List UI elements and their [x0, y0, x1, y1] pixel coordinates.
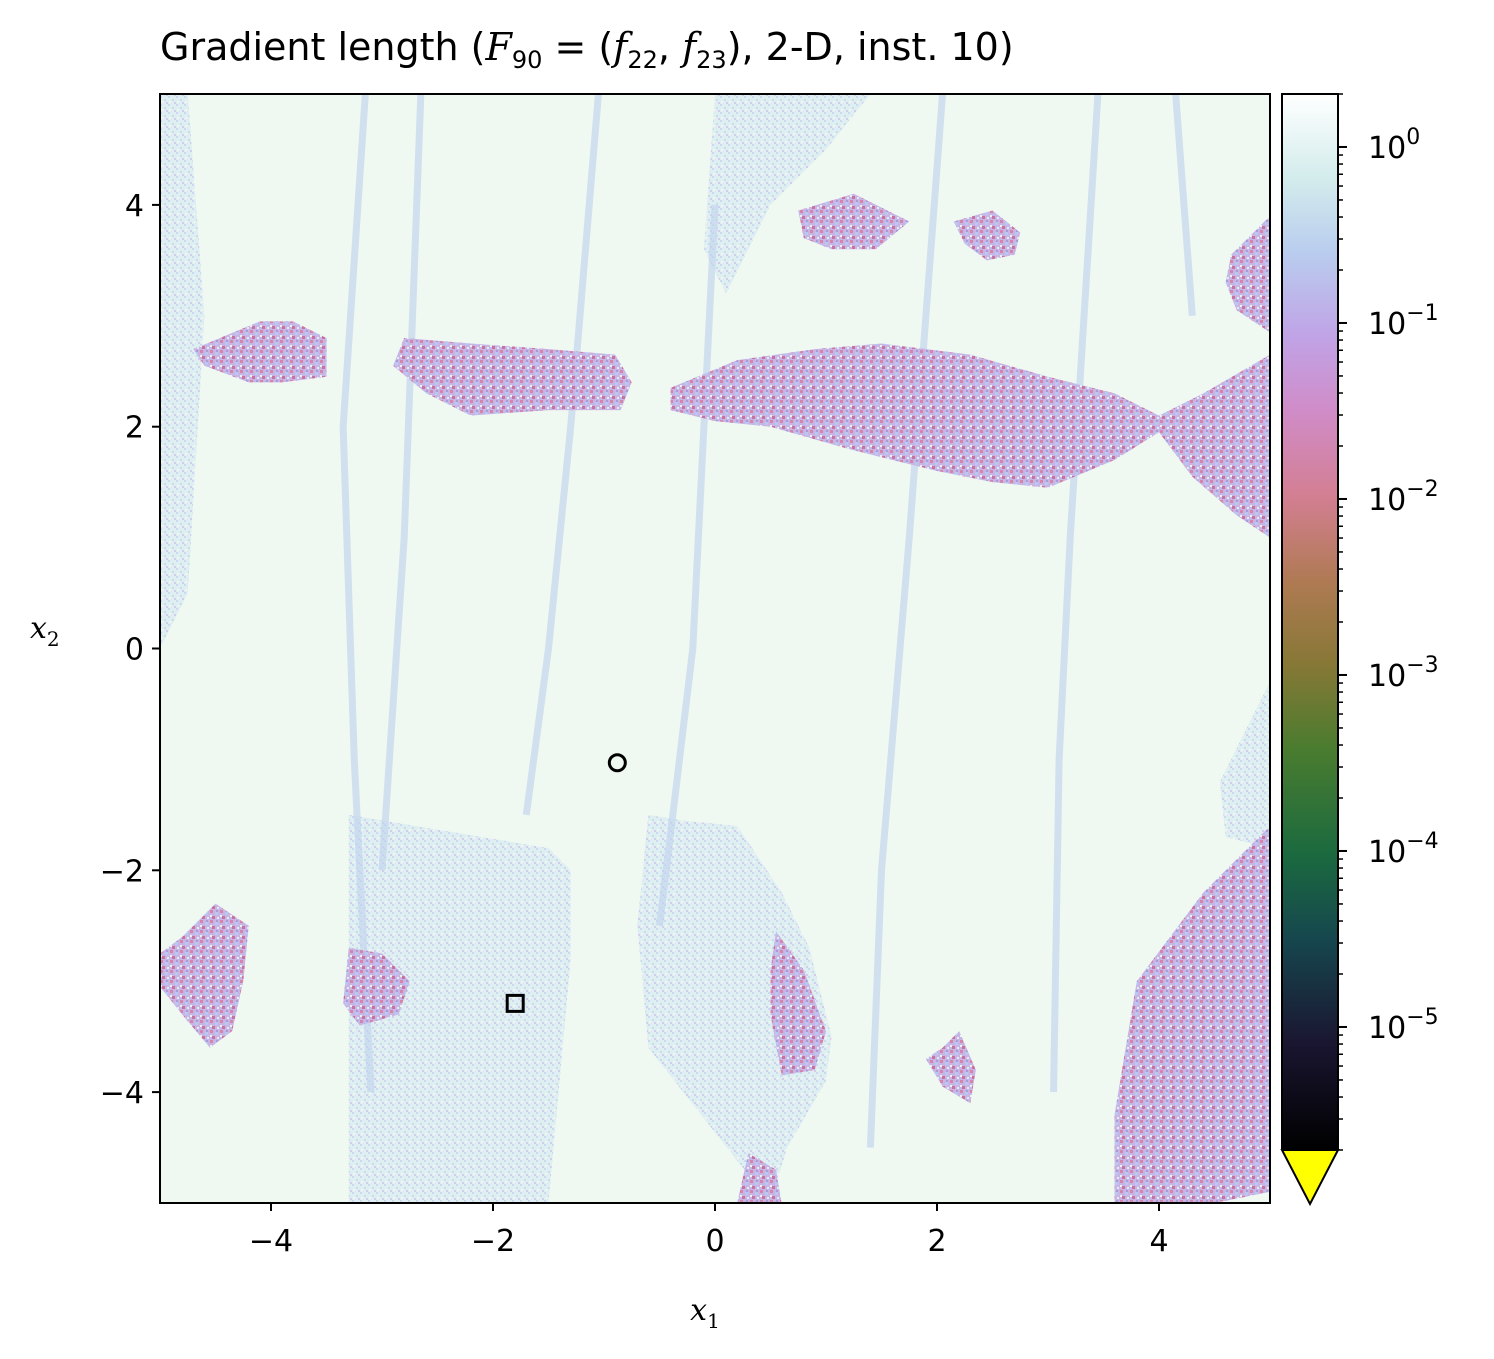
low-gradient-region	[925, 1031, 976, 1104]
x-axis-label: x1	[690, 1293, 720, 1333]
circle-marker	[607, 753, 627, 773]
y-tick-label: −2	[100, 854, 144, 889]
low-gradient-region	[737, 1153, 782, 1203]
colorbar-tick-label: 10−5	[1368, 1005, 1439, 1046]
y-tick-label: 4	[125, 189, 144, 224]
mid-gradient-region	[348, 814, 571, 1203]
y-tick-label: 0	[125, 633, 144, 668]
low-gradient-region	[343, 947, 410, 1026]
colorbar-tick-label: 100	[1368, 125, 1420, 166]
mid-gradient-region	[703, 94, 871, 294]
x-axis-ticks: −4 −2 0 2 4	[249, 1203, 1169, 1259]
colorbar-under-triangle	[1280, 1149, 1340, 1207]
ridge-line	[1172, 94, 1196, 317]
ridge-line	[378, 94, 425, 871]
square-marker	[505, 993, 525, 1013]
colorbar-tick-label: 10−4	[1368, 829, 1439, 870]
mid-gradient-region	[160, 94, 205, 649]
low-gradient-region	[798, 193, 910, 250]
low-gradient-region	[160, 903, 249, 1048]
low-gradient-region	[393, 337, 632, 416]
x-tick-label: 2	[927, 1224, 946, 1259]
ridge-line	[339, 94, 375, 1093]
y-axis-label: x2	[30, 611, 60, 651]
colorbar: 100 10−1 10−2 10−3 10−4 10−5	[1280, 93, 1439, 1207]
y-tick-label: 2	[125, 411, 144, 446]
markers	[505, 753, 627, 1013]
low-gradient-region	[670, 343, 1270, 538]
colorbar-ticks: 100 10−1 10−2 10−3 10−4 10−5	[1338, 93, 1439, 1151]
ridge-line	[866, 94, 947, 1148]
ridge-line	[522, 94, 602, 816]
low-gradient-region	[193, 321, 327, 383]
y-axis-ticks: −4 −2 0 2 4	[100, 189, 160, 1111]
y-tick-label: −4	[100, 1076, 144, 1111]
colorbar-tick-label: 10−1	[1368, 301, 1439, 342]
low-gradient-region	[1114, 825, 1270, 1203]
low-gradient-region	[953, 210, 1021, 261]
mid-gradient-layer	[160, 94, 1270, 1203]
low-gradient-layer	[160, 193, 1270, 1203]
ridge-line	[656, 204, 719, 927]
x-tick-label: 0	[705, 1224, 724, 1259]
ridge-line	[1050, 94, 1102, 1093]
plot-area	[160, 94, 1270, 1203]
x-tick-label: −4	[249, 1224, 293, 1259]
ridge-layer	[339, 94, 1196, 1148]
chart-title: Gradient length (F90 = (f22, f23), 2-D, …	[160, 25, 1014, 74]
x-tick-label: −2	[471, 1224, 515, 1259]
x-tick-label: 4	[1149, 1224, 1168, 1259]
colorbar-gradient	[1282, 94, 1338, 1150]
mid-gradient-region	[637, 814, 832, 1203]
colorbar-tick-label: 10−3	[1368, 653, 1439, 694]
colorbar-tick-label: 10−2	[1368, 477, 1439, 518]
low-gradient-region	[1225, 215, 1270, 333]
low-gradient-region	[770, 931, 826, 1076]
mid-gradient-region	[1220, 681, 1270, 849]
